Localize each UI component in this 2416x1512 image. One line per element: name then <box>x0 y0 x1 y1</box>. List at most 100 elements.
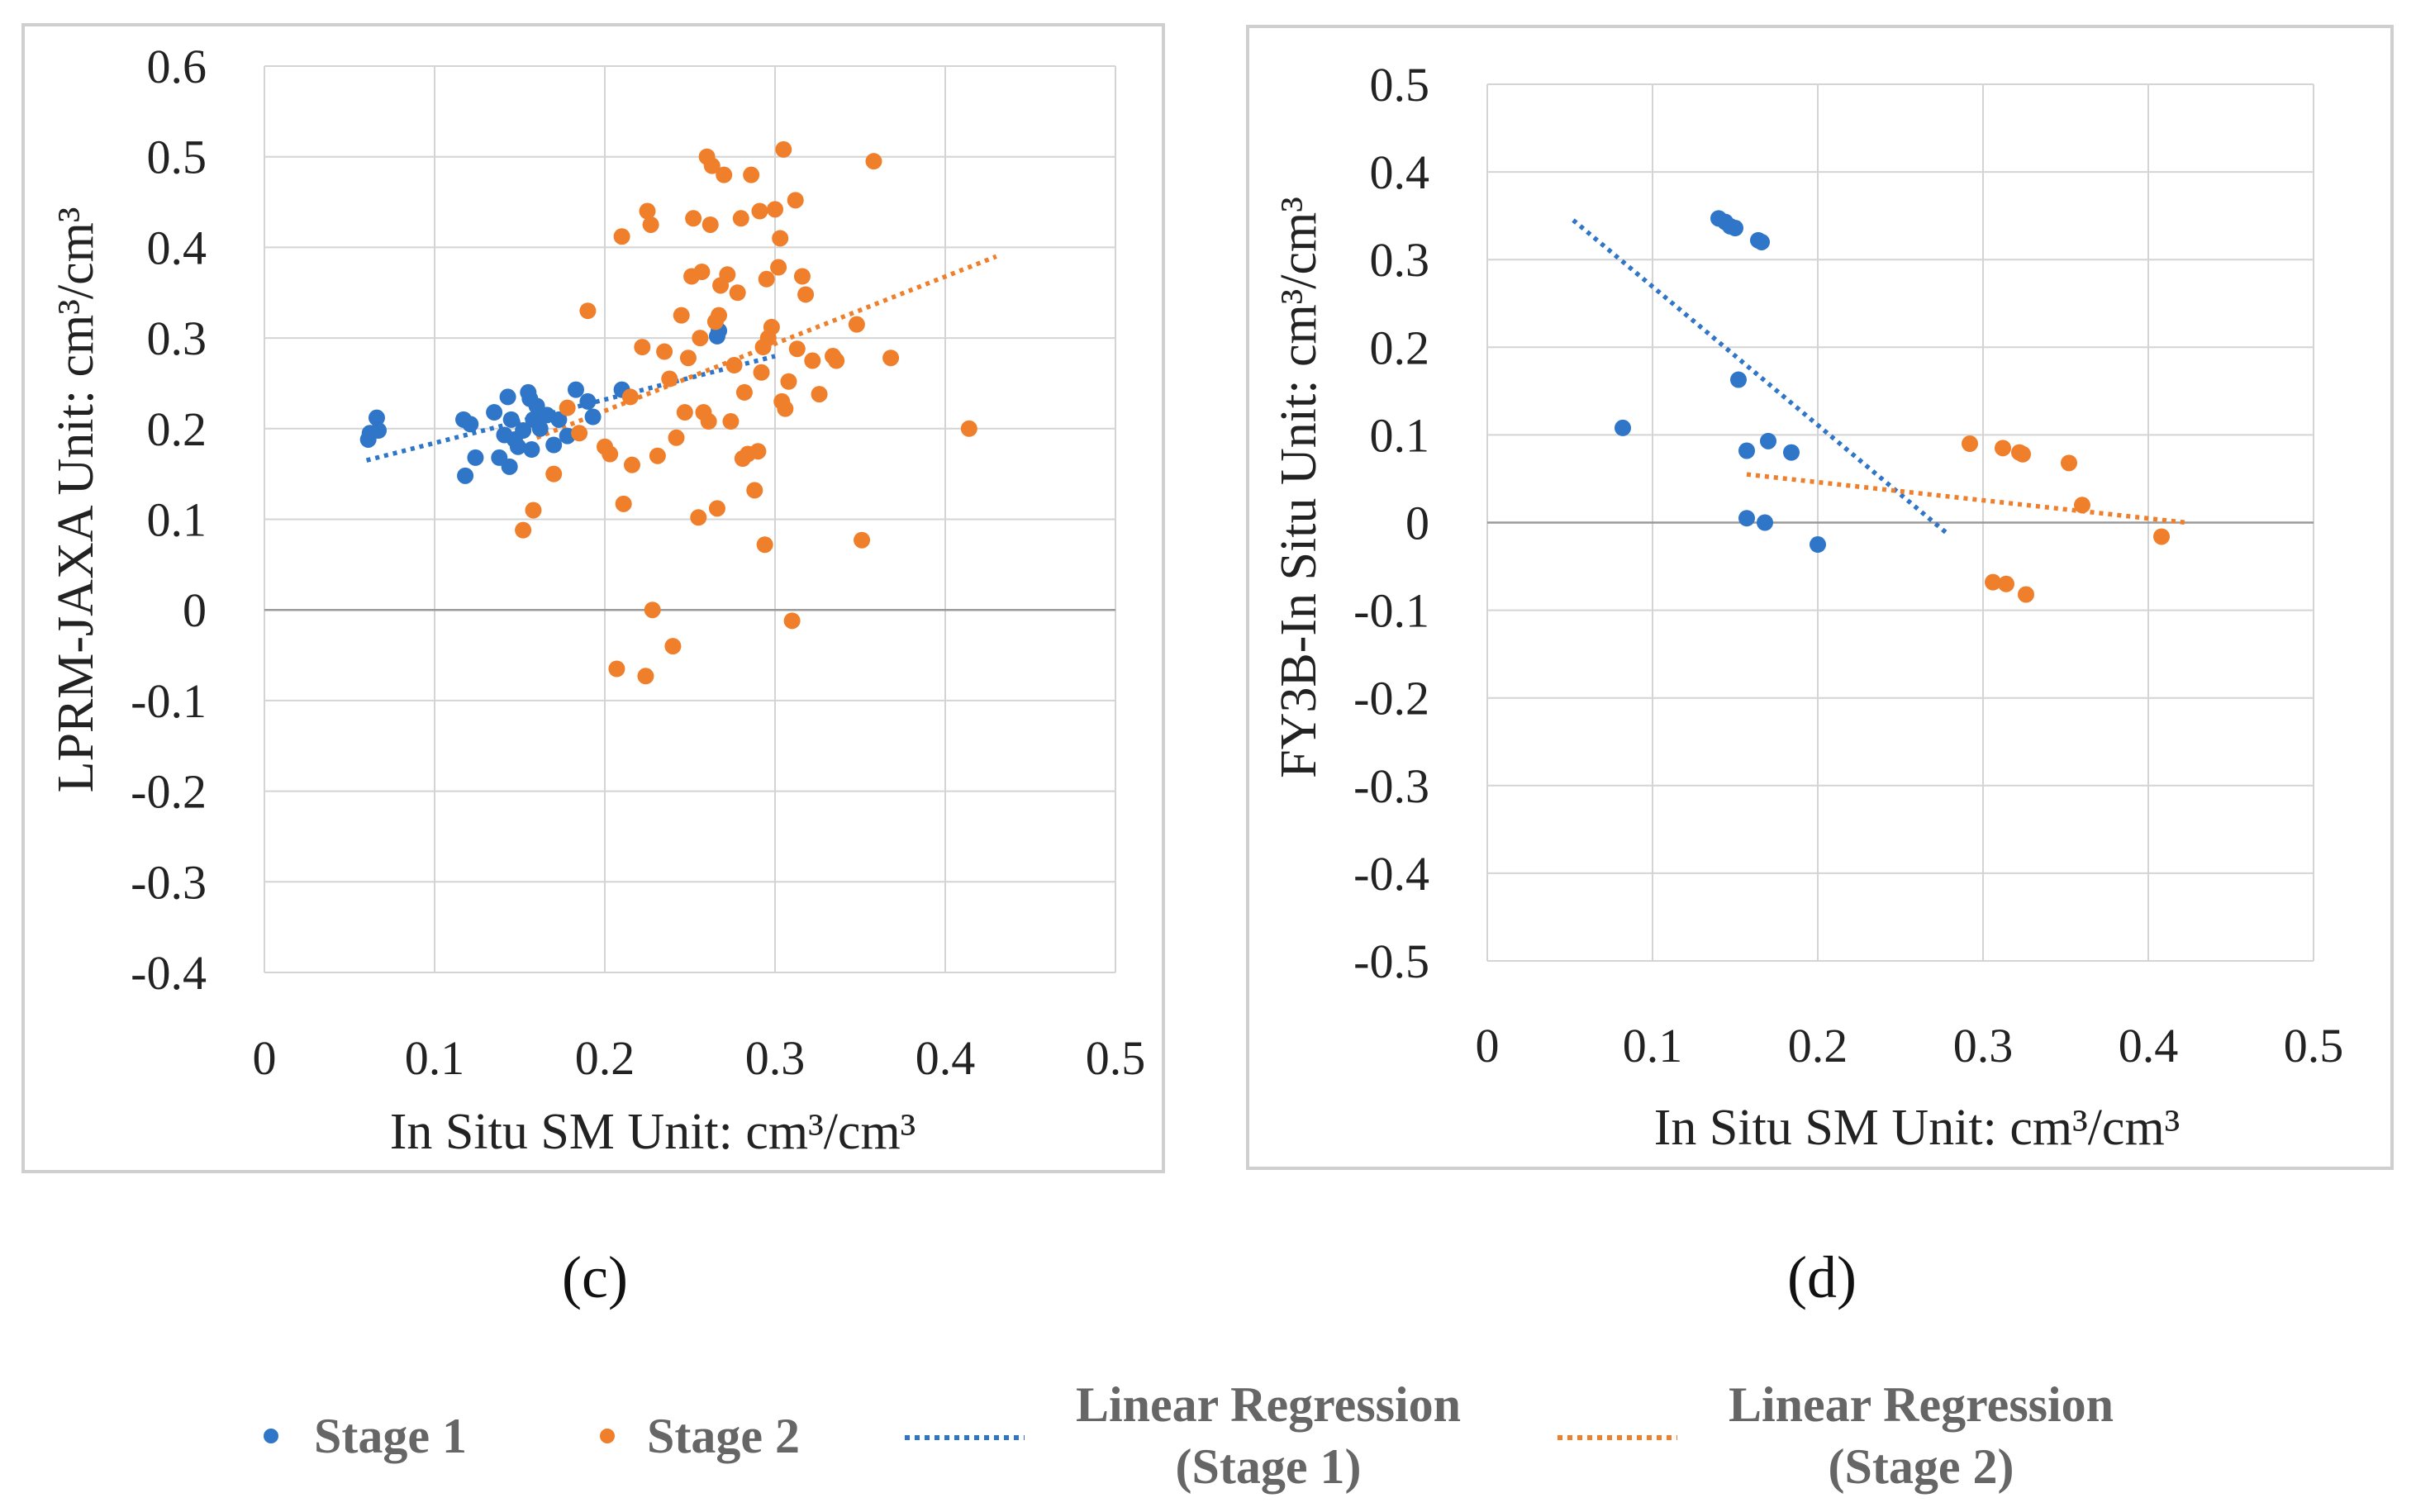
panel-c-stage2-point-49 <box>743 166 760 183</box>
panel-d-stage2-point-7 <box>2061 454 2077 472</box>
panel-c-stage2-point-56 <box>758 270 775 288</box>
panel-d-stage1-point-6 <box>1738 442 1755 459</box>
panel-c-frame <box>21 23 1165 1173</box>
panel-d-stage1-point-5 <box>1730 371 1747 388</box>
panel-c-stage2-point-51 <box>749 443 767 460</box>
panel-c-stage2-point-3 <box>559 399 576 416</box>
panel-c-stage2-point-35 <box>703 157 721 174</box>
panel-d-y-axis-title: FY3B-In Situ Unit: cm³/cm³ <box>1271 197 1327 778</box>
panel-c-stage1-point-11 <box>499 388 516 406</box>
panel-d-regression-2 <box>1746 472 2187 525</box>
panel-c-stage2-point-37 <box>708 500 725 517</box>
panel-c-stage2-point-17 <box>644 601 661 619</box>
panel-c-stage2-point-58 <box>763 318 780 335</box>
panel-c-stage2-point-24 <box>676 404 693 421</box>
panel-c-stage2-point-68 <box>788 340 806 358</box>
legend-regression1-label-line1: Linear Regression <box>1076 1377 1461 1432</box>
panel-d-x-tick-1: 0.1 <box>1623 1019 1683 1072</box>
panel-c-stage2-point-27 <box>685 210 702 227</box>
panel-c-y-tick-6: 0 <box>183 583 207 637</box>
panel-c-stage2-point-72 <box>811 386 828 403</box>
legend-stage1-label: Stage 1 <box>314 1409 467 1463</box>
panel-c-stage1-point-15 <box>509 438 526 455</box>
panel-c-y-tick-10: -0.4 <box>131 946 207 1000</box>
panel-c-stage1-point-29 <box>584 408 602 426</box>
legend-regression1-label-line2: (Stage 1) <box>1176 1439 1362 1494</box>
panel-c-stage2-point-74 <box>828 352 845 369</box>
panel-d-frame <box>1246 25 2394 1170</box>
panel-c-stage1-point-12 <box>501 458 518 475</box>
panel-c-stage2-point-10 <box>615 495 632 512</box>
panel-c-stage2-point-33 <box>700 413 717 430</box>
panel-c-stage2-point-15 <box>639 202 656 220</box>
panel-c-stage2-point-76 <box>854 531 871 549</box>
panel-c-stage2-point-61 <box>772 230 789 247</box>
panel-c-x-tick-5: 0.5 <box>1086 1031 1146 1085</box>
legend-stage1-marker <box>264 1429 278 1443</box>
panel-c-gridlines <box>264 65 1116 973</box>
panel-d-label: (d) <box>1787 1244 1857 1310</box>
panel-d-stage2-point-8 <box>2074 497 2090 514</box>
panel-d-y-tick-3: 0.2 <box>1370 321 1430 374</box>
panel-c-stage2-point-34 <box>701 216 719 233</box>
panel-c-stage2-point-28 <box>690 509 707 526</box>
panel-c-stage2-point-63 <box>775 140 792 158</box>
panel-c-stage2-point-8 <box>608 660 625 678</box>
panel-c-y-tick-9: -0.3 <box>131 855 207 909</box>
panel-c-stage2-point-4 <box>571 425 588 442</box>
panel-c-stage2-point-66 <box>783 612 801 630</box>
panel-d-stage2-point-6 <box>2018 586 2034 603</box>
panel-c-chart: 0.6 0.5 0.4 0.3 0.2 0.1 0 -0.1 -0.2 -0.3 -0.4 0 0.1… <box>21 23 1165 1173</box>
panel-c-stage2-point-0 <box>515 521 532 539</box>
panel-c-points <box>359 140 977 685</box>
panel-c-stage2-point-16 <box>642 216 659 233</box>
panel-c-stage2-point-75 <box>848 316 865 333</box>
panel-c-x-axis-title: In Situ SM Unit: cm³/cm³ <box>390 1104 916 1160</box>
panel-c-stage2-point-41 <box>719 266 736 283</box>
panel-d-points <box>1615 210 2170 603</box>
panel-c-y-tick-2: 0.4 <box>147 221 207 274</box>
panel-d-x-tick-5: 0.5 <box>2284 1019 2344 1072</box>
panel-c-stage2-point-25 <box>679 349 697 367</box>
panel-c-x-tick-3: 0.3 <box>745 1031 806 1085</box>
panel-c-stage1-point-24 <box>545 436 563 454</box>
panel-d-gridlines <box>1486 83 2314 962</box>
panel-c-stage2-point-29 <box>692 330 709 347</box>
panel-c-stage1-point-8 <box>486 404 503 421</box>
panel-c-stage2-point-77 <box>865 153 882 170</box>
panel-d-stage1-point-11 <box>1760 432 1776 449</box>
panel-d-y-tick-5: 0 <box>1405 497 1429 550</box>
panel-c-y-tick-labels: 0.6 0.5 0.4 0.3 0.2 0.1 0 -0.1 -0.2 -0.3 -0.4 <box>131 40 207 1000</box>
panel-c-stage2-point-42 <box>722 413 740 430</box>
legend-stage2-marker <box>600 1429 615 1443</box>
legend: Stage 1 Stage 2 Linear Regression (Stage… <box>264 1377 2114 1494</box>
panel-c-stage1-point-13 <box>502 411 520 428</box>
panel-c-stage2-point-2 <box>545 465 563 483</box>
panel-c-y-tick-3: 0.3 <box>147 311 207 365</box>
panel-c-stage1-point-6 <box>462 416 479 433</box>
panel-c-stage2-point-7 <box>602 445 619 463</box>
panel-c-stage1-point-28 <box>579 392 597 410</box>
panel-d-stage1-point-7 <box>1738 510 1755 527</box>
panel-c-stage2-point-70 <box>797 286 815 303</box>
panel-c-stage2-point-64 <box>777 400 794 417</box>
panel-c-label: (c) <box>562 1244 628 1310</box>
panel-d-x-tick-labels: 0 0.1 0.2 0.3 0.4 0.5 <box>1476 1019 2344 1072</box>
panel-d-stage1-point-4 <box>1727 220 1743 237</box>
panel-c-stage2-point-18 <box>649 447 666 464</box>
panel-d-stage2-point-0 <box>1962 435 1978 453</box>
panel-c-y-tick-0: 0.6 <box>147 40 207 93</box>
panel-c-stage2-point-30 <box>693 264 711 281</box>
panel-d-stage1-point-10 <box>1757 514 1773 531</box>
panel-c-stage2-point-11 <box>621 388 639 406</box>
panel-c-x-tick-1: 0.1 <box>405 1031 465 1085</box>
panel-d-regression-lines <box>1572 218 2187 535</box>
panel-c-x-tick-0: 0 <box>253 1031 277 1085</box>
panel-d-y-tick-4: 0.1 <box>1370 408 1430 462</box>
panel-d-y-tick-7: -0.2 <box>1353 672 1429 725</box>
panel-c-stage2-point-53 <box>753 364 770 381</box>
panel-c-stage2-point-55 <box>756 536 773 554</box>
panel-d-chart: 0.50.40.30.20.10-0.1-0.2-0.3-0.4-0.5 0 0.… <box>1246 25 2394 1170</box>
panel-d-y-tick-labels: 0.5 0.4 0.3 0.2 0.1 0 -0.1 -0.2 -0.3 -0.4 -0.5 <box>1353 58 1429 988</box>
